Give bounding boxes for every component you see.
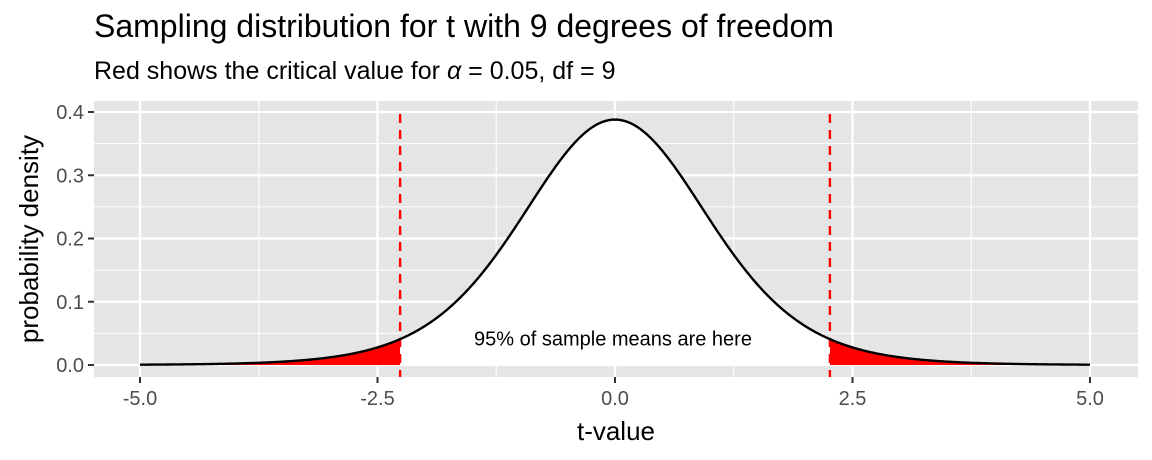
y-tick-label: 0.1 [56,292,84,314]
subtitle-prefix: Red shows the critical value for [94,57,447,85]
x-tick-label: 2.5 [839,388,867,410]
subtitle-suffix: = 0.05, df = 9 [461,57,616,85]
y-axis: 0.0 0.1 0.2 0.3 0.4 [56,102,94,377]
x-tick-label: -2.5 [360,388,394,410]
y-tick-label: 0.0 [56,355,84,377]
x-axis: -5.0 -2.5 0.0 2.5 5.0 [123,377,1104,410]
annotation-label: 95% of sample means are here [474,328,752,350]
right-tail-area [829,339,1090,365]
chart-subtitle: Red shows the critical value for α = 0.0… [94,57,616,86]
y-tick-label: 0.2 [56,229,84,251]
y-tick-label: 0.3 [56,165,84,187]
x-tick-label: 5.0 [1076,388,1104,410]
chart-title: Sampling distribution for t with 9 degre… [94,8,834,44]
alpha-symbol: α [446,57,462,85]
central-area [400,119,830,365]
density-curve [139,118,1091,366]
y-tick-label: 0.4 [56,102,84,124]
left-tail-area [140,339,401,365]
x-tick-label: 0.0 [601,388,629,410]
y-axis-label: probability density [14,135,44,343]
x-tick-label: -5.0 [123,388,157,410]
x-axis-label: t-value [577,416,655,446]
